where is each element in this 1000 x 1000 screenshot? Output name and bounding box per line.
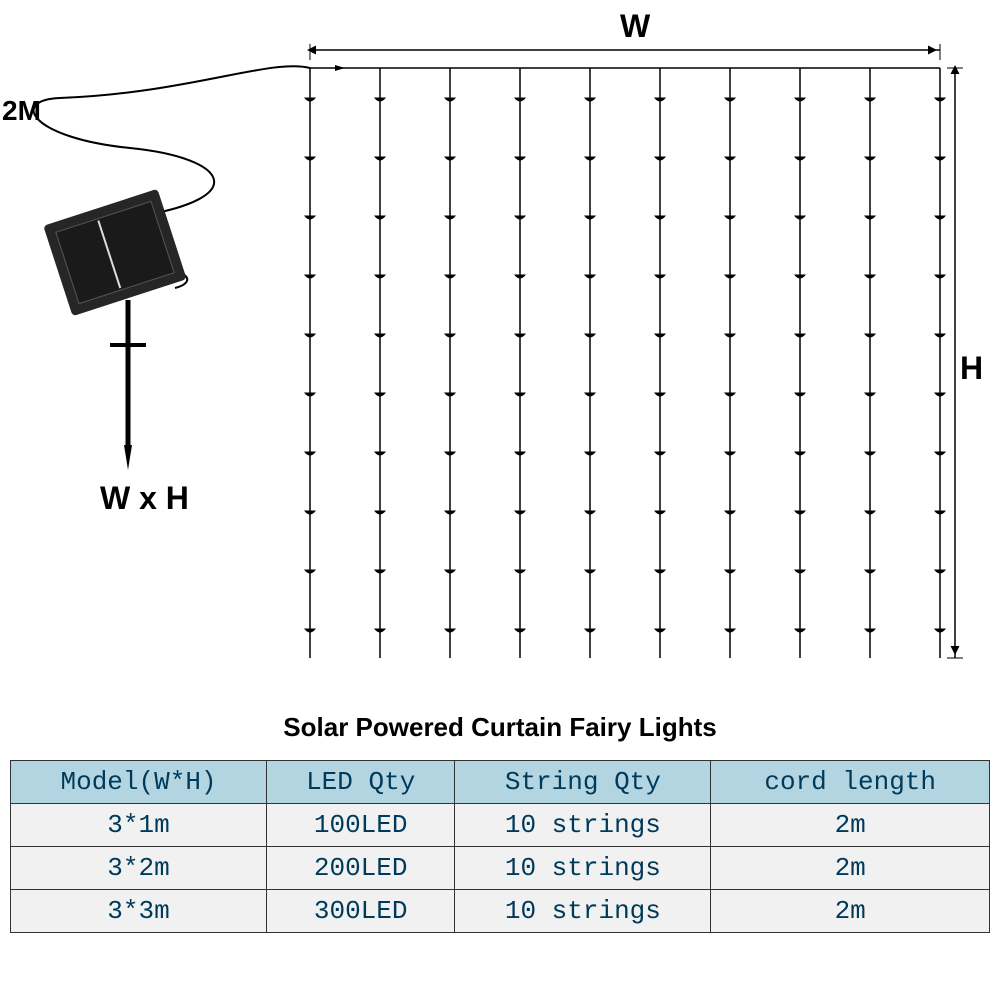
table-row: 3*3m300LED10 strings2m: [11, 890, 990, 933]
table-row: 3*1m100LED10 strings2m: [11, 804, 990, 847]
table-cell: 100LED: [267, 804, 455, 847]
table-cell: 2m: [711, 890, 990, 933]
column-header: String Qty: [455, 761, 711, 804]
column-header: cord length: [711, 761, 990, 804]
table-row: 3*2m200LED10 strings2m: [11, 847, 990, 890]
width-label: W: [620, 8, 650, 45]
spec-table: Model(W*H)LED QtyString Qtycord length 3…: [10, 760, 990, 933]
table-cell: 2m: [711, 804, 990, 847]
curtain-diagram-svg: [0, 0, 1000, 700]
table-cell: 2m: [711, 847, 990, 890]
table-cell: 3*2m: [11, 847, 267, 890]
table-cell: 200LED: [267, 847, 455, 890]
cord-length-label: 2M: [2, 95, 41, 127]
size-formula-label: W x H: [100, 480, 189, 517]
column-header: Model(W*H): [11, 761, 267, 804]
table-cell: 300LED: [267, 890, 455, 933]
diagram-area: W H 2M W x H: [0, 0, 1000, 700]
table-cell: 10 strings: [455, 847, 711, 890]
table-cell: 3*1m: [11, 804, 267, 847]
column-header: LED Qty: [267, 761, 455, 804]
table-cell: 3*3m: [11, 890, 267, 933]
height-label: H: [960, 350, 983, 387]
product-title: Solar Powered Curtain Fairy Lights: [0, 712, 1000, 743]
table-cell: 10 strings: [455, 804, 711, 847]
spec-table-wrap: Model(W*H)LED QtyString Qtycord length 3…: [10, 760, 990, 933]
table-cell: 10 strings: [455, 890, 711, 933]
